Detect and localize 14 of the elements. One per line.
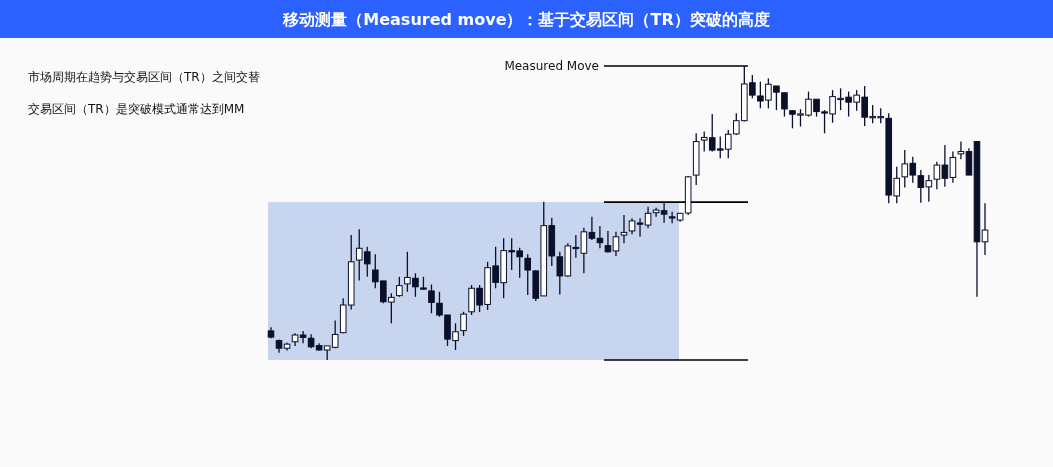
text: 交易区间（TR）是突破模式通常达到MM	[28, 102, 245, 116]
candlestick	[957, 140, 965, 160]
candlestick	[965, 147, 973, 176]
candlestick	[620, 214, 628, 244]
candlestick	[612, 231, 620, 257]
candlestick	[396, 276, 403, 298]
candlestick	[644, 206, 652, 229]
candlestick	[636, 217, 644, 238]
candlestick	[460, 311, 467, 337]
candlestick	[428, 283, 435, 314]
chart-title: 移动测量（Measured move）：基于交易区间（TR）突破的高度	[282, 10, 770, 29]
ref-line-label: Measured Move	[504, 59, 599, 73]
text: 市场周期在趋势与交易区间（TR）之间交替	[28, 70, 260, 84]
candlestick	[981, 202, 989, 256]
